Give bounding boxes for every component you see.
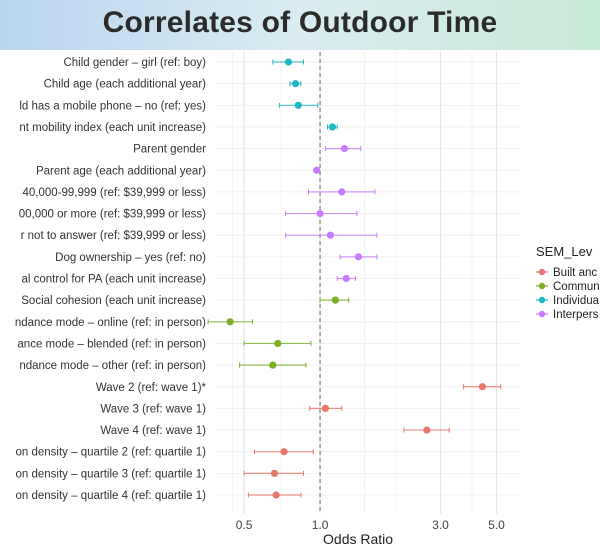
x-tick-label-1.0: 1.0 <box>312 518 329 532</box>
y-label-ndance-mode-online-ref-in-person: ndance mode – online (ref: in person) <box>15 317 206 329</box>
y-axis-labels: Child gender – girl (ref: boy) Child age … <box>15 57 207 502</box>
x-axis-title: Odds Ratio <box>323 531 393 547</box>
y-label-child-gender-girl-ref-boy: Child gender – girl (ref: boy) <box>63 57 206 69</box>
y-label-on-density-quartile-4-ref-quartile-1: on density – quartile 4 (ref: quartile 1… <box>16 490 207 502</box>
y-label-al-control-for-pa-each-unit-increase: al control for PA (each unit increase) <box>21 274 206 286</box>
title-banner <box>0 0 600 50</box>
point-00-000-or-more-ref-39-999-or-less <box>316 209 324 218</box>
point-ndance-mode-other-ref-in-person <box>269 361 277 369</box>
point-social-cohesion-each-unit-increase <box>331 296 339 304</box>
point-wave-4-ref-wave-1 <box>423 426 431 434</box>
y-label-wave-4-ref-wave-1: Wave 4 (ref: wave 1) <box>100 425 206 437</box>
y-label-40-000-99-999-ref-39-999-or-less: 40,000-99,999 (ref: $39,999 or less) <box>23 187 207 199</box>
legend-label-individua: Individua <box>553 295 600 307</box>
legend: SEM_Lev Built anc Commun Individua Interpers <box>536 244 600 321</box>
point-on-density-quartile-4-ref-quartile-1 <box>272 491 280 499</box>
y-label-ndance-mode-other-ref-in-person: ndance mode – other (ref: in person) <box>19 360 206 372</box>
x-axis: 0.5 1.0 3.0 5.0 Odds Ratio <box>236 518 505 547</box>
x-tick-label-3.0: 3.0 <box>432 518 449 532</box>
y-label-on-density-quartile-2-ref-quartile-1: on density – quartile 2 (ref: quartile 1… <box>16 447 207 459</box>
point-parent-age-each-additional-year <box>313 166 321 174</box>
y-label-wave-3-ref-wave-1: Wave 3 (ref: wave 1) <box>100 403 206 415</box>
point-ld-has-a-mobile-phone-no-ref-yes <box>294 101 302 109</box>
chart-title: Correlates of Outdoor Time <box>102 6 498 39</box>
y-label-social-cohesion-each-unit-increase: Social cohesion (each unit increase) <box>21 295 206 307</box>
point-al-control-for-pa-each-unit-increase <box>342 274 350 283</box>
legend-label-commun: Commun <box>553 281 600 293</box>
legend-label-built-anc: Built anc <box>553 267 597 279</box>
y-label-wave-2-ref-wave-1: Wave 2 (ref: wave 1)* <box>96 382 207 394</box>
legend-key-point-built-anc <box>538 268 546 276</box>
point-ance-mode-blended-ref-in-person <box>274 339 282 348</box>
grid-lines <box>214 52 520 514</box>
point-child-gender-girl-ref-boy <box>284 58 293 66</box>
y-label-ance-mode-blended-ref-in-person: ance mode – blended (ref: in person) <box>17 338 206 350</box>
point-r-not-to-answer-ref-39-999-or-less <box>326 231 335 239</box>
point-dog-ownership-yes-ref-no <box>354 253 363 261</box>
y-label-r-not-to-answer-ref-39-999-or-less: r not to answer (ref: $39,999 or less) <box>21 230 207 242</box>
x-tick-label-5.0: 5.0 <box>488 518 505 532</box>
point-parent-gender <box>340 145 349 153</box>
point-child-age-each-additional-year <box>291 80 300 88</box>
point-wave-2-ref-wave-1 <box>478 383 487 391</box>
y-label-parent-gender: Parent gender <box>133 144 206 156</box>
y-label-parent-age-each-additional-year: Parent age (each additional year) <box>36 165 206 177</box>
legend-key-point-commun <box>538 282 546 290</box>
y-label-00-000-or-more-ref-39-999-or-less: 00,000 or more (ref: $39,999 or less) <box>19 209 206 221</box>
legend-label-interpers: Interpers <box>553 309 599 321</box>
y-label-dog-ownership-yes-ref-no: Dog ownership – yes (ref: no) <box>55 252 206 264</box>
point-on-density-quartile-3-ref-quartile-1 <box>270 469 279 477</box>
y-label-child-age-each-additional-year: Child age (each additional year) <box>44 79 207 91</box>
y-label-ld-has-a-mobile-phone-no-ref-yes: ld has a mobile phone – no (ref: yes) <box>19 100 206 112</box>
plot-marks <box>207 58 502 499</box>
legend-key-point-interpers <box>538 310 546 318</box>
x-tick-label-0.5: 0.5 <box>236 518 253 532</box>
legend-title: SEM_Lev <box>536 244 593 259</box>
point-wave-3-ref-wave-1 <box>321 404 329 412</box>
point-40-000-99-999-ref-39-999-or-less <box>338 188 346 196</box>
point-nt-mobility-index-each-unit-increase <box>328 123 337 131</box>
legend-key-point-individua <box>538 296 546 304</box>
point-ndance-mode-online-ref-in-person <box>226 318 234 326</box>
y-label-on-density-quartile-3-ref-quartile-1: on density – quartile 3 (ref: quartile 1… <box>16 468 207 480</box>
y-label-nt-mobility-index-each-unit-increase: nt mobility index (each unit increase) <box>19 122 206 134</box>
point-on-density-quartile-2-ref-quartile-1 <box>280 448 288 456</box>
